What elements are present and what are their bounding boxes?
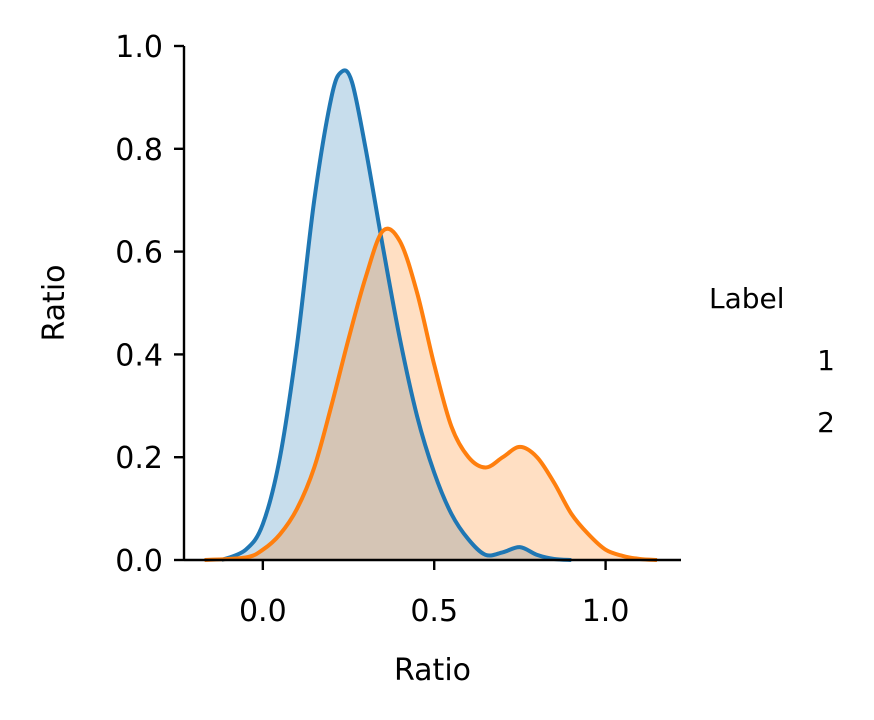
y-tick-label: 0.8	[115, 133, 163, 168]
x-tick-label: 0.5	[410, 594, 458, 629]
legend-title: Label	[709, 282, 785, 315]
legend-label-1: 1	[817, 344, 835, 377]
x-axis-title: Ratio	[394, 653, 471, 688]
y-tick-label: 1.0	[115, 30, 163, 65]
y-tick-label: 0.6	[115, 236, 163, 271]
legend-label-2: 2	[817, 406, 835, 439]
y-axis-title: Ratio	[37, 264, 72, 341]
y-tick-label: 0.2	[115, 441, 163, 476]
y-tick-label: 0.0	[115, 544, 163, 579]
y-ticks: 0.0 0.2 0.4 0.6 0.8 1.0	[115, 30, 184, 579]
x-ticks: 0.0 0.5 1.0	[239, 560, 629, 629]
x-tick-label: 0.0	[239, 594, 287, 629]
y-tick-label: 0.4	[115, 338, 163, 373]
legend: Label 1 2	[709, 282, 835, 439]
x-tick-label: 1.0	[582, 594, 630, 629]
